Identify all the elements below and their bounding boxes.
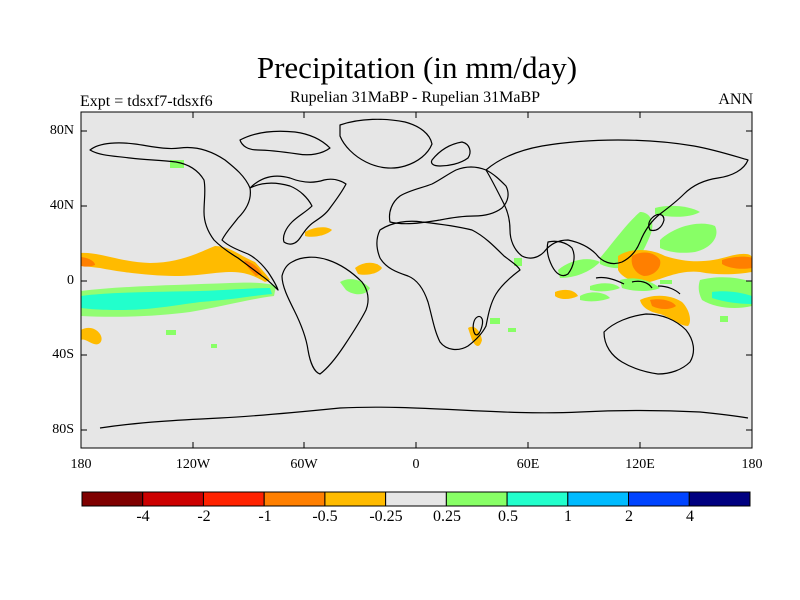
axis-ticks — [80, 112, 753, 448]
field-orange-sw-pacific — [81, 327, 102, 345]
field-green-horn — [514, 258, 522, 266]
field-green-sp — [720, 316, 728, 322]
field-orange-caribbean — [305, 227, 332, 237]
colorbar-label: -4 — [136, 508, 150, 525]
plot-subtitle: Rupelian 31MaBP - Rupelian 31MaBP — [289, 89, 541, 106]
field-green-io-east — [590, 283, 620, 292]
coast-greenland — [339, 118, 433, 169]
field-orange-madagascar — [468, 326, 482, 346]
plot-title: Precipitation (in mm/day) — [256, 50, 578, 85]
field-green-indian-ocean — [580, 292, 610, 302]
colorbar-box — [263, 491, 326, 507]
coast-australia — [603, 313, 695, 375]
lon-label-60e: 60E — [516, 457, 540, 472]
season-label: ANN — [718, 91, 753, 108]
colorbar-label: 0.5 — [498, 508, 518, 525]
experiment-label: Expt = tdsxf7-tdsxf6 — [80, 93, 213, 110]
field-cyan-central-pacific — [712, 291, 752, 304]
colorbar-box — [142, 491, 204, 507]
colorbar-box — [324, 491, 387, 507]
coast-north-america-east — [249, 175, 347, 245]
lon-label-60w: 60W — [290, 457, 318, 472]
field-red-pacific-west — [81, 257, 95, 267]
field-cyan-pacific-2 — [81, 288, 272, 310]
colorbar-label: 0.25 — [433, 508, 461, 525]
lat-label-80s: 80S — [52, 422, 74, 437]
coast-africa — [376, 220, 521, 351]
coast-japan — [648, 213, 665, 232]
colorbar-label: 1 — [564, 508, 572, 525]
colorbar — [81, 491, 751, 507]
colorbar-box — [81, 491, 144, 507]
coast-madagascar — [472, 315, 484, 336]
colorbar-label: -0.5 — [312, 508, 338, 525]
coast-indonesia — [595, 276, 681, 295]
colorbar-box — [445, 491, 508, 507]
colorbar-box — [688, 491, 751, 507]
coast-south-america — [281, 256, 369, 375]
field-red-warm-pool-east — [722, 256, 752, 269]
lon-label-120w: 120W — [175, 457, 211, 472]
field-orange-itcz — [81, 246, 270, 282]
field-green-south-pacific-2 — [211, 344, 217, 348]
lat-label-80n: 80N — [49, 123, 74, 138]
colorbar-box — [628, 491, 690, 507]
lon-label-120e: 120E — [625, 457, 655, 472]
field-green-nw-pacific — [660, 223, 717, 253]
field-orange-indian-ocean — [555, 289, 578, 299]
lat-label-40n: 40N — [49, 198, 74, 213]
colorbar-box — [506, 491, 569, 507]
lon-label-0: 0 — [412, 457, 420, 472]
coast-india — [546, 240, 575, 277]
colorbar-label: 2 — [625, 508, 633, 525]
field-green-moz — [490, 318, 500, 324]
precip-anomaly-fields — [81, 160, 752, 348]
coast-asia — [485, 139, 749, 265]
colorbar-box — [385, 491, 447, 507]
lon-label-180w: 180 — [70, 457, 92, 472]
lat-label-0: 0 — [67, 273, 74, 288]
field-green-south-pacific — [166, 330, 176, 335]
field-red-spcz — [650, 299, 676, 309]
colorbar-label: -0.25 — [369, 508, 403, 525]
field-green-io — [508, 328, 516, 332]
field-green-png — [620, 278, 660, 291]
coast-europe — [388, 166, 509, 225]
colorbar-label: 4 — [686, 508, 694, 525]
colorbar-box — [567, 491, 630, 507]
coast-scandinavia — [430, 141, 471, 167]
colorbar-label: -2 — [197, 508, 211, 525]
lat-label-40s: 40S — [52, 347, 74, 362]
colorbar-label: -1 — [258, 508, 272, 525]
coast-antarctica — [99, 406, 749, 429]
field-red-warm-pool — [631, 252, 661, 276]
field-orange-atlantic — [355, 262, 382, 275]
coast-north-america — [89, 142, 279, 291]
coastlines — [89, 118, 749, 429]
coast-arctic-canada — [239, 130, 331, 156]
colorbar-box — [202, 491, 265, 507]
field-green-north-pacific — [170, 160, 184, 168]
field-green-wp — [660, 280, 672, 284]
lon-label-180e: 180 — [741, 457, 763, 472]
